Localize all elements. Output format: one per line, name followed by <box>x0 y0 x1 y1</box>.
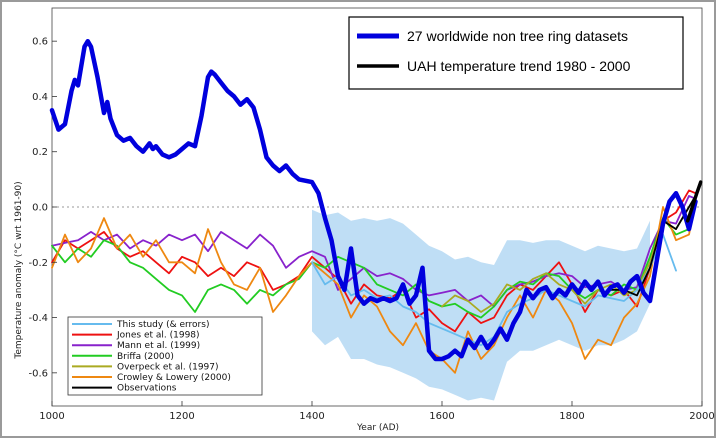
x-tick-label: 1200 <box>169 411 194 422</box>
y-tick-label: 0.2 <box>32 147 48 158</box>
inner-legend-label: Jones et al. (1998) <box>116 331 200 341</box>
top-legend: 27 worldwide non tree ring datasets UAH … <box>348 16 684 90</box>
x-axis-label: Year (AD) <box>356 423 399 433</box>
top-legend-box <box>348 16 684 90</box>
inner-legend-label: This study (& errors) <box>116 320 209 330</box>
series-line-jones-et-al-1998 <box>51 189 697 333</box>
x-ticks: 1000 1200 1400 1600 1800 2000 <box>39 401 715 422</box>
y-ticks: 0.6 0.4 0.2 0.0 -0.2 -0.4 -0.6 <box>28 37 57 379</box>
top-legend-label-0: 27 worldwide non tree ring datasets <box>407 28 628 44</box>
series-line-crowley-lowery-2000 <box>51 200 697 374</box>
y-tick-label: -0.4 <box>28 313 48 324</box>
series-line-uah-temperature-trend-1980-2000 <box>685 180 703 223</box>
x-tick-label: 1600 <box>429 411 454 422</box>
inner-legend-label: Crowley & Lowery (2000) <box>117 373 231 383</box>
inner-legend-label: Mann et al. (1999) <box>117 341 200 351</box>
inner-legend-label: Observations <box>117 384 177 394</box>
x-tick-label: 2000 <box>689 411 714 422</box>
series-group <box>49 38 703 374</box>
x-tick-label: 1800 <box>559 411 584 422</box>
y-tick-label: 0.0 <box>32 203 48 214</box>
series-line-overpeck-et-al-1997 <box>441 206 690 313</box>
y-axis-label: Temperature anomaly (°C wrt 1961-90) <box>14 181 24 359</box>
inner-legend-label: Briffa (2000) <box>117 352 174 362</box>
y-tick-label: 0.6 <box>32 37 48 48</box>
x-tick-label: 1400 <box>299 411 324 422</box>
error-band <box>312 209 650 401</box>
y-tick-label: 0.4 <box>32 92 48 103</box>
series-line-briffa-2000 <box>51 217 690 319</box>
y-tick-label: -0.6 <box>28 368 48 379</box>
inner-legend: This study (& errors)Jones et al. (1998)… <box>67 316 263 396</box>
inner-legend-label: Overpeck et al. (1997) <box>117 362 219 372</box>
series-line-27-worldwide-non-tree-ring-datasets <box>49 38 698 362</box>
top-legend-label-1: UAH temperature trend 1980 - 2000 <box>407 58 631 74</box>
y-tick-label: -0.2 <box>28 258 48 269</box>
x-tick-label: 1000 <box>39 411 64 422</box>
